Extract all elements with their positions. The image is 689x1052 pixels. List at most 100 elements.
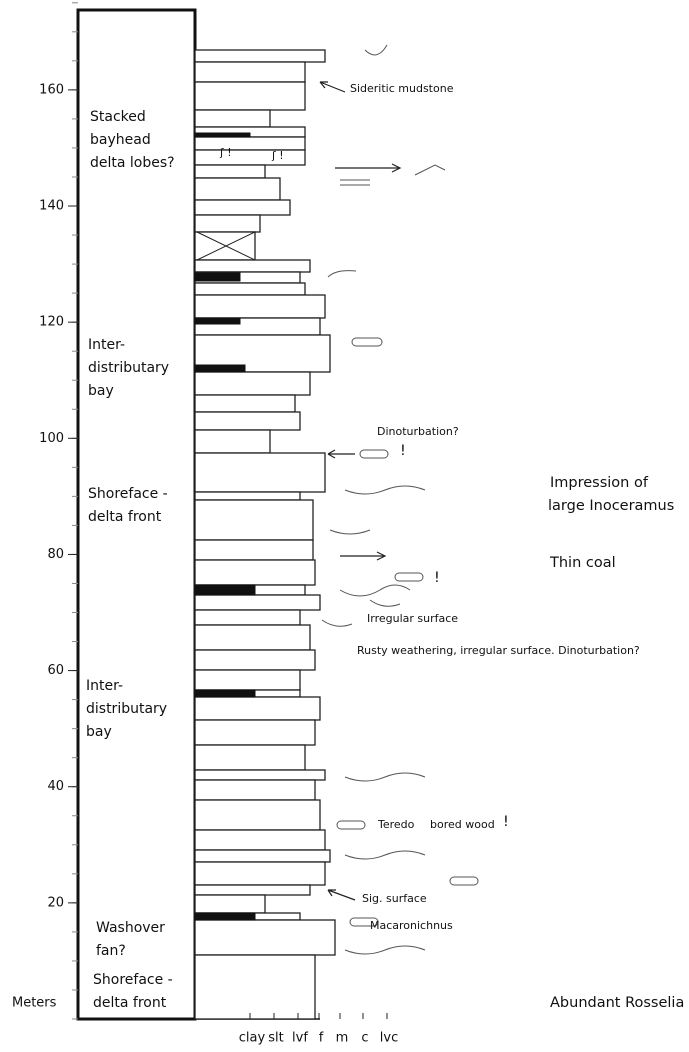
tick-label: 120 [39, 315, 64, 330]
bed [194, 849, 331, 863]
interval-label: Washover [96, 920, 165, 936]
bed [194, 491, 301, 501]
bed [194, 594, 321, 611]
bed [194, 649, 316, 671]
tick-label: 80 [47, 547, 64, 562]
bed [194, 829, 326, 851]
interval-label: bay [86, 724, 112, 740]
grain-size-label: clay [239, 1031, 266, 1046]
bed [194, 177, 281, 201]
bed [194, 559, 316, 586]
annotation: Impression of [550, 475, 649, 491]
annotation: ! [400, 443, 406, 459]
coal-bed [194, 689, 256, 698]
bed [194, 429, 271, 454]
bed [194, 669, 301, 691]
bed [194, 954, 316, 1020]
interval-label: delta front [93, 995, 167, 1011]
bed [194, 394, 296, 413]
bed [194, 861, 326, 886]
coal-bed [194, 364, 246, 373]
annotation: ! [434, 570, 440, 586]
bed [194, 411, 301, 431]
fossil-sketches [321, 44, 479, 955]
annotation: Teredo [377, 818, 415, 831]
coal-bed [194, 584, 256, 596]
bed [194, 919, 336, 956]
coal-bed [194, 317, 241, 325]
interval-label: Stacked [90, 109, 146, 125]
bed [194, 769, 326, 781]
interval-label: bay [88, 383, 114, 399]
bed [194, 799, 321, 831]
axis-label: Meters [12, 996, 57, 1011]
bed [194, 136, 306, 151]
annotation: Rusty weathering, irregular surface. Din… [357, 644, 640, 657]
bed [194, 371, 311, 396]
bed [194, 539, 314, 561]
tick-label: 40 [47, 779, 64, 794]
structure-symbol: ʃ ! [271, 149, 284, 162]
bed [194, 149, 306, 166]
arrows [319, 81, 402, 901]
interval-label: Inter- [88, 337, 125, 353]
annotation: Sideritic mudstone [350, 82, 454, 95]
interval-label: Shoreface - [88, 486, 168, 502]
annotation: Macaronichnus [370, 919, 453, 932]
grain-size-label: lvc [380, 1031, 398, 1046]
bed [194, 81, 306, 111]
annotation: large Inoceramus [548, 498, 674, 514]
bed [194, 294, 326, 319]
annotation: Abundant Rosselia [550, 995, 684, 1011]
annotation: Thin coal [549, 555, 616, 571]
annotation: Sig. surface [362, 892, 427, 905]
coal-bed [194, 132, 251, 138]
coal-bed [194, 912, 256, 921]
interval-label: fan? [96, 943, 126, 959]
tick-label: 60 [47, 663, 64, 678]
bed [194, 696, 321, 721]
annotation: ! [503, 814, 509, 830]
interval-label: bayhead [90, 132, 151, 148]
grain-size-label: f [319, 1031, 324, 1046]
interval-label: delta front [88, 509, 162, 525]
bed [194, 282, 306, 296]
annotation: bored wood [430, 818, 495, 831]
tick-label: 160 [39, 82, 64, 97]
bed [194, 49, 326, 63]
interval-label: Shoreface - [93, 972, 173, 988]
interval-label: distributary [88, 360, 169, 376]
bed [194, 884, 311, 896]
bed [194, 744, 306, 771]
bed [194, 214, 261, 233]
tick-label: 140 [39, 199, 64, 214]
annotation: Irregular surface [367, 612, 458, 625]
bed [194, 452, 326, 493]
bed [194, 164, 266, 179]
bed [194, 61, 306, 83]
interval-label: distributary [86, 701, 167, 717]
structure-symbol: ʃ ! [219, 146, 232, 159]
bed [194, 894, 266, 914]
interval-label: Inter- [86, 678, 123, 694]
bed [194, 259, 311, 273]
interval-label: delta lobes? [90, 155, 175, 171]
bed [194, 499, 314, 541]
annotation: Dinoturbation? [377, 425, 459, 438]
bed [194, 624, 311, 651]
coal-bed [194, 272, 241, 282]
covered-interval [196, 231, 256, 261]
grain-size-label: lvf [292, 1031, 308, 1046]
bed [194, 199, 291, 216]
bed [194, 719, 316, 746]
bed [194, 609, 301, 626]
grain-size-label: c [361, 1031, 368, 1046]
tick-label: 20 [47, 895, 64, 910]
bed [194, 779, 316, 801]
bed [194, 109, 271, 128]
grain-size-label: slt [268, 1031, 283, 1046]
grain-size-label: m [336, 1031, 349, 1046]
tick-label: 100 [39, 431, 64, 446]
